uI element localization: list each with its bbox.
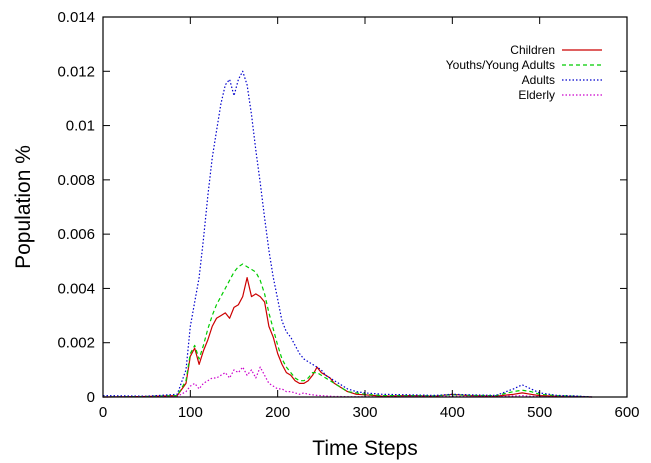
series-line-adults [102, 70, 593, 398]
x-axis: 0 100 200 300 400 500 600 [99, 17, 640, 421]
legend-item: Youths/Young Adults [446, 58, 602, 72]
y-tick-label: 0.002 [57, 335, 95, 352]
x-tick-label: 100 [178, 404, 203, 421]
legend-label: Adults [522, 73, 555, 87]
x-tick-label: 600 [614, 404, 639, 421]
legend-item: Elderly [518, 88, 602, 102]
y-axis: 0 0.002 0.004 0.006 0.008 0.01 0.012 0.014 [57, 9, 627, 406]
y-tick-label: 0.012 [57, 63, 95, 80]
x-tick-label: 200 [265, 404, 290, 421]
legend-label: Children [510, 43, 555, 57]
y-axis-title: Population % [12, 145, 35, 269]
x-tick-label: 500 [527, 404, 552, 421]
series-layer [102, 70, 593, 398]
legend-label: Youths/Young Adults [446, 58, 555, 72]
legend-item: Children [510, 43, 602, 57]
series-line-elderly [102, 366, 593, 398]
y-tick-label: 0.01 [66, 118, 95, 135]
series-line-children [102, 277, 593, 398]
legend-item: Adults [522, 73, 602, 87]
y-tick-label: 0 [87, 389, 95, 406]
x-tick-label: 0 [99, 404, 107, 421]
y-tick-label: 0.014 [57, 9, 95, 26]
x-axis-title: Time Steps [312, 437, 417, 460]
legend-label: Elderly [518, 88, 555, 102]
y-tick-label: 0.008 [57, 172, 95, 189]
series-line-youths-young-adults [102, 263, 593, 398]
x-tick-label: 400 [440, 404, 465, 421]
y-tick-label: 0.004 [57, 280, 95, 297]
y-tick-label: 0.006 [57, 226, 95, 243]
x-tick-label: 300 [352, 404, 377, 421]
